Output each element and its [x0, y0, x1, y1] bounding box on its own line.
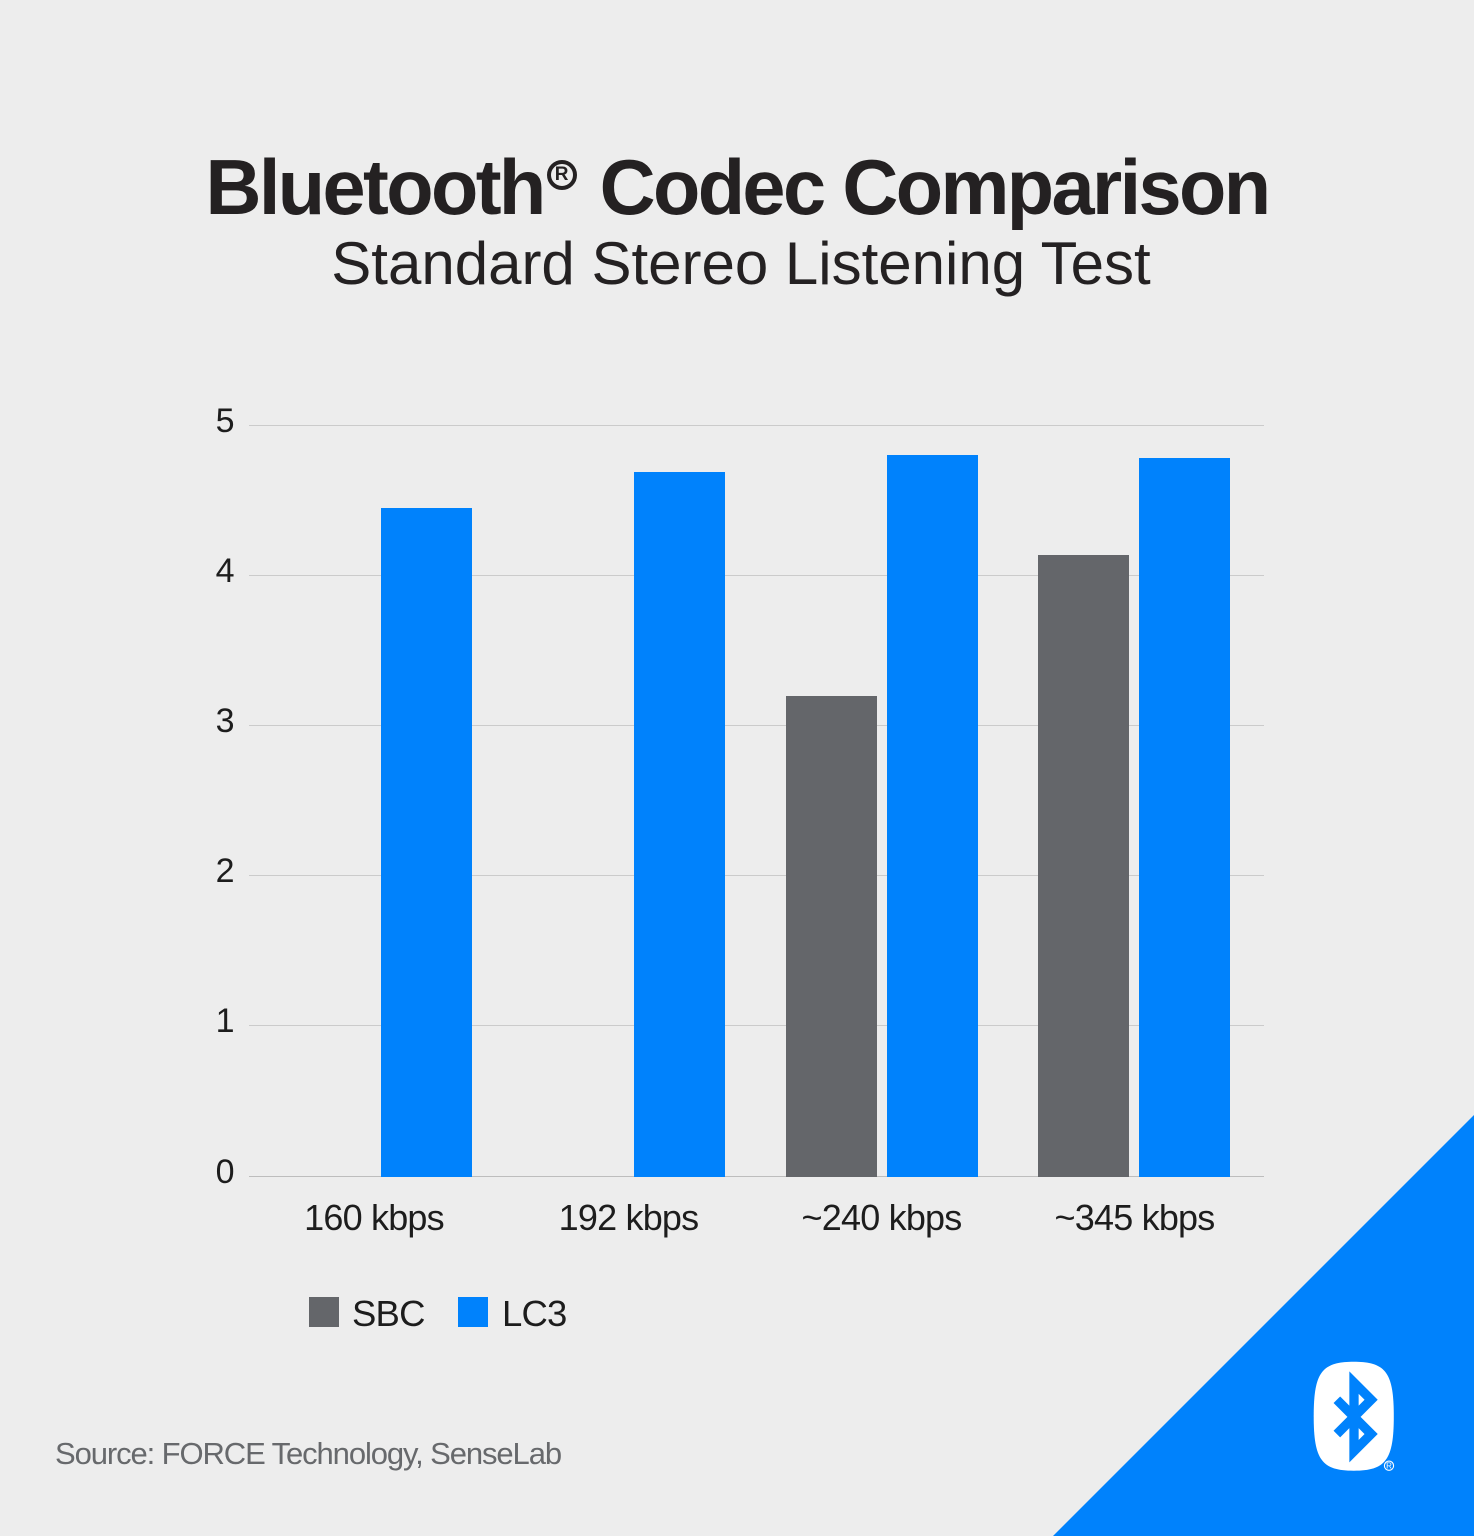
- svg-text:R: R: [1386, 1462, 1392, 1471]
